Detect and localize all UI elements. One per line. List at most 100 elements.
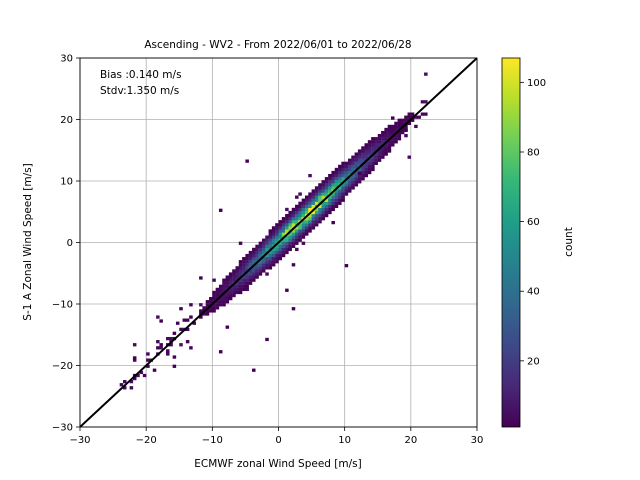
heatmap-bin: [169, 343, 173, 347]
heatmap-bin: [394, 127, 398, 132]
heatmap-bin: [285, 250, 289, 255]
heatmap-bin: [347, 167, 352, 172]
heatmap-bin: [298, 210, 302, 215]
heatmap-bin: [377, 140, 382, 144]
heatmap-bin: [381, 146, 385, 150]
heatmap-bin: [235, 275, 239, 279]
heatmap-bin: [265, 337, 269, 342]
heatmap-bin: [252, 257, 256, 261]
heatmap-bin: [271, 247, 276, 252]
heatmap-bin: [410, 112, 415, 116]
heatmap-bin: [364, 149, 369, 153]
heatmap-bin: [222, 300, 226, 304]
heatmap-bin: [357, 149, 362, 153]
heatmap-bin: [261, 269, 266, 273]
heatmap-bin: [285, 223, 289, 227]
heatmap-bin: [341, 192, 345, 196]
heatmap-bin: [295, 217, 299, 221]
heatmap-bin: [390, 116, 395, 120]
heatmap-bin: [265, 272, 269, 276]
heatmap-bin: [397, 124, 402, 129]
heatmap-bin: [374, 146, 378, 150]
heatmap-bin: [248, 260, 253, 264]
heatmap-bin: [265, 241, 269, 245]
y-tick-label: 10: [60, 177, 73, 188]
heatmap-bin: [397, 134, 402, 138]
heatmap-bin: [387, 130, 392, 135]
heatmap-bin: [278, 250, 283, 255]
heatmap-bin: [166, 336, 170, 341]
heatmap-bin: [351, 164, 355, 169]
heatmap-bin: [212, 290, 216, 295]
heatmap-bin: [218, 287, 223, 292]
heatmap-bin: [338, 173, 342, 178]
heatmap-bin: [321, 189, 326, 193]
heatmap-bin: [301, 223, 306, 227]
heatmap-bin: [298, 226, 302, 230]
heatmap-bin: [248, 253, 253, 258]
heatmap-bin: [218, 290, 223, 295]
heatmap-bin: [225, 275, 230, 279]
heatmap-bin: [351, 167, 355, 172]
heatmap-bin: [252, 250, 256, 255]
heatmap-bin: [344, 186, 349, 190]
heatmap-bin: [238, 290, 243, 295]
heatmap-bin: [238, 260, 243, 264]
heatmap-bin: [304, 229, 309, 233]
heatmap-bin: [407, 112, 412, 116]
heatmap-bin: [245, 284, 249, 288]
reference-line: [80, 58, 477, 427]
heatmap-bin: [258, 253, 263, 258]
heatmap-bin: [291, 232, 296, 236]
heatmap-bin: [367, 152, 372, 156]
heatmap-bin: [281, 253, 286, 258]
heatmap-bin: [271, 263, 276, 267]
heatmap-bin: [252, 260, 256, 264]
heatmap-bin: [285, 235, 289, 239]
heatmap-bin: [199, 315, 203, 319]
heatmap-bin: [295, 241, 299, 245]
heatmap-bin: [268, 241, 273, 245]
heatmap-bin: [321, 192, 326, 196]
heatmap-bin: [361, 152, 365, 156]
heatmap-bin: [218, 303, 223, 307]
heatmap-bin: [357, 155, 362, 159]
heatmap-bin: [156, 315, 160, 319]
heatmap-bin: [238, 278, 243, 282]
heatmap-bin: [367, 149, 372, 153]
heatmap-bin: [212, 303, 216, 307]
heatmap-bin: [298, 213, 302, 218]
y-tick-label: −20: [52, 361, 73, 372]
y-tick-label: 0: [67, 238, 73, 249]
heatmap-bin: [255, 263, 259, 267]
heatmap-bin: [321, 201, 326, 205]
heatmap-bin: [235, 266, 239, 270]
heatmap-bin: [381, 155, 385, 159]
heatmap-bin: [275, 235, 279, 239]
heatmap-bin: [331, 192, 335, 196]
heatmap-bin: [166, 349, 170, 353]
heatmap-bin: [400, 130, 405, 135]
heatmap-bin: [361, 155, 365, 159]
heatmap-bin: [275, 247, 279, 252]
heatmap-bin: [341, 161, 345, 165]
heatmap-bin: [331, 201, 335, 205]
heatmap-bin: [295, 210, 299, 215]
heatmap-bin: [311, 189, 316, 193]
heatmap-bin: [331, 170, 335, 175]
heatmap-bin: [364, 143, 369, 147]
heatmap-bin: [261, 263, 266, 267]
heatmap-bin: [311, 198, 316, 202]
heatmap-bin: [209, 296, 213, 301]
heatmap-bin: [245, 272, 249, 276]
heatmap-bin: [275, 229, 279, 233]
heatmap-bin: [123, 386, 127, 390]
heatmap-bin: [288, 223, 292, 227]
heatmap-bin: [288, 232, 292, 236]
heatmap-bin: [275, 244, 279, 248]
heatmap-bin: [238, 263, 243, 267]
x-tick-label: −20: [136, 435, 157, 446]
heatmap-bin: [314, 213, 319, 218]
heatmap-bin: [364, 161, 369, 165]
heatmap-bin: [384, 137, 388, 141]
